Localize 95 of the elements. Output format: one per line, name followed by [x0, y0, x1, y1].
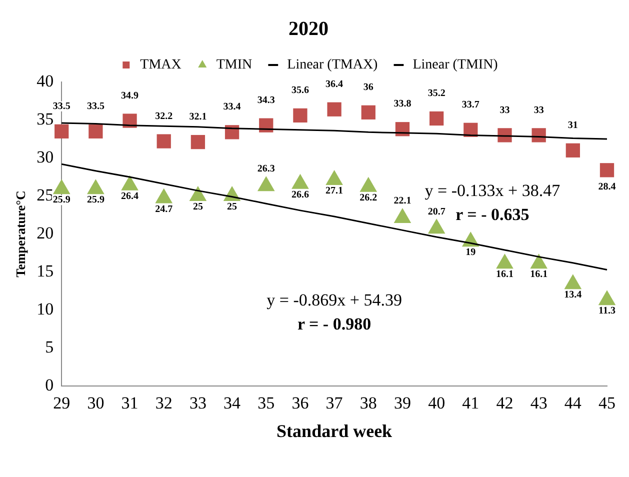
- data-label: 33.5: [86, 100, 104, 112]
- x-tick-label: 32: [155, 394, 172, 413]
- y-tick-label: 10: [36, 299, 54, 318]
- data-label: 33.4: [223, 102, 241, 113]
- point: [88, 124, 103, 138]
- x-tick-label: 42: [496, 394, 514, 413]
- x-tick-label: 36: [292, 394, 309, 413]
- x-axis-title: Standard week: [276, 420, 392, 441]
- data-label: 33.7: [462, 99, 480, 110]
- x-tick-label: 39: [394, 394, 411, 413]
- annotation: y = -0.869x + 54.39: [266, 290, 402, 310]
- data-label: 34.9: [121, 90, 139, 102]
- point: [564, 274, 582, 290]
- annotation: y = -0.133x + 38.47: [424, 180, 561, 200]
- point: [361, 105, 376, 120]
- point: [566, 143, 580, 158]
- x-tick-label: 31: [121, 394, 138, 413]
- x-tick-label: 29: [53, 394, 70, 413]
- x-tick-label: 45: [598, 394, 616, 413]
- point: [257, 176, 275, 192]
- point: [87, 179, 104, 194]
- point: [292, 174, 309, 189]
- data-label: 35.6: [291, 85, 309, 96]
- y-tick-label: 5: [45, 337, 54, 356]
- point: [598, 290, 616, 306]
- point: [190, 134, 206, 150]
- x-tick-label: 30: [87, 394, 104, 413]
- data-label: 33.8: [394, 98, 412, 110]
- point: [530, 254, 548, 269]
- point: [327, 102, 342, 116]
- legend-label: TMAX: [140, 58, 182, 73]
- data-label: 36.4: [326, 78, 344, 90]
- data-label: 27.1: [326, 186, 344, 197]
- data-label: 16.1: [496, 269, 514, 280]
- data-label: 20.7: [428, 206, 446, 218]
- point: [156, 134, 171, 148]
- data-label: 33: [534, 104, 544, 116]
- data-label: 11.3: [598, 306, 616, 317]
- data-label: 25: [192, 202, 203, 213]
- point: [428, 218, 446, 234]
- data-label: 28.4: [598, 182, 616, 193]
- chart-title: 2020: [288, 18, 328, 40]
- data-label: 13.4: [564, 290, 582, 301]
- data-label: 31: [568, 120, 578, 131]
- data-label: 25.9: [86, 194, 104, 206]
- point: [52, 179, 70, 194]
- y-axis-title: Temperature°C: [13, 190, 28, 278]
- y-tick-label: 15: [36, 261, 54, 280]
- legend-label: Linear (TMIN): [412, 58, 498, 73]
- annotation: r = - 0.635: [456, 205, 530, 224]
- x-tick-label: 34: [224, 394, 242, 413]
- data-label: 26.4: [121, 190, 139, 202]
- x-tick-label: 33: [189, 394, 206, 413]
- data-label: 25.9: [52, 194, 70, 206]
- data-label: 32.1: [189, 112, 207, 123]
- data-label: 34.3: [257, 94, 275, 106]
- y-tick-label: 0: [45, 375, 54, 394]
- point: [600, 163, 614, 178]
- point: [121, 175, 138, 190]
- data-label: 33: [500, 104, 510, 116]
- x-tick-label: 38: [360, 394, 377, 413]
- y-tick-label: 35: [36, 109, 54, 128]
- y-tick-label: 20: [36, 223, 54, 242]
- data-label: 35.2: [428, 88, 446, 100]
- point: [496, 254, 514, 269]
- data-label: 26.2: [360, 192, 378, 204]
- data-label: 26.3: [257, 164, 275, 175]
- data-label: 16.1: [530, 269, 548, 280]
- legend-label: TMIN: [216, 58, 252, 73]
- data-label: 25: [227, 202, 238, 213]
- data-label: 22.1: [394, 196, 412, 207]
- x-tick-label: 35: [258, 394, 275, 413]
- y-tick-label: 40: [36, 71, 54, 90]
- data-label: 36: [363, 82, 374, 93]
- legend-label: Linear (TMAX): [287, 58, 378, 73]
- point: [360, 176, 378, 192]
- point: [54, 124, 69, 138]
- point: [326, 170, 343, 186]
- data-label: 24.7: [155, 204, 173, 215]
- data-label: 19: [466, 247, 476, 258]
- data-label: 32.2: [155, 110, 173, 122]
- x-tick-label: 41: [462, 394, 480, 413]
- data-label: 26.6: [291, 189, 309, 200]
- point: [394, 208, 412, 224]
- y-tick-label: 30: [36, 147, 54, 166]
- annotation: r = - 0.980: [298, 314, 372, 334]
- point: [189, 186, 207, 201]
- x-tick-label: 43: [530, 394, 548, 413]
- point: [155, 188, 173, 204]
- x-tick-label: 37: [326, 394, 344, 413]
- point: [293, 108, 308, 123]
- x-tick-label: 40: [428, 394, 446, 413]
- point: [429, 111, 444, 126]
- data-label: 33.5: [52, 100, 70, 112]
- x-tick-label: 44: [564, 394, 582, 413]
